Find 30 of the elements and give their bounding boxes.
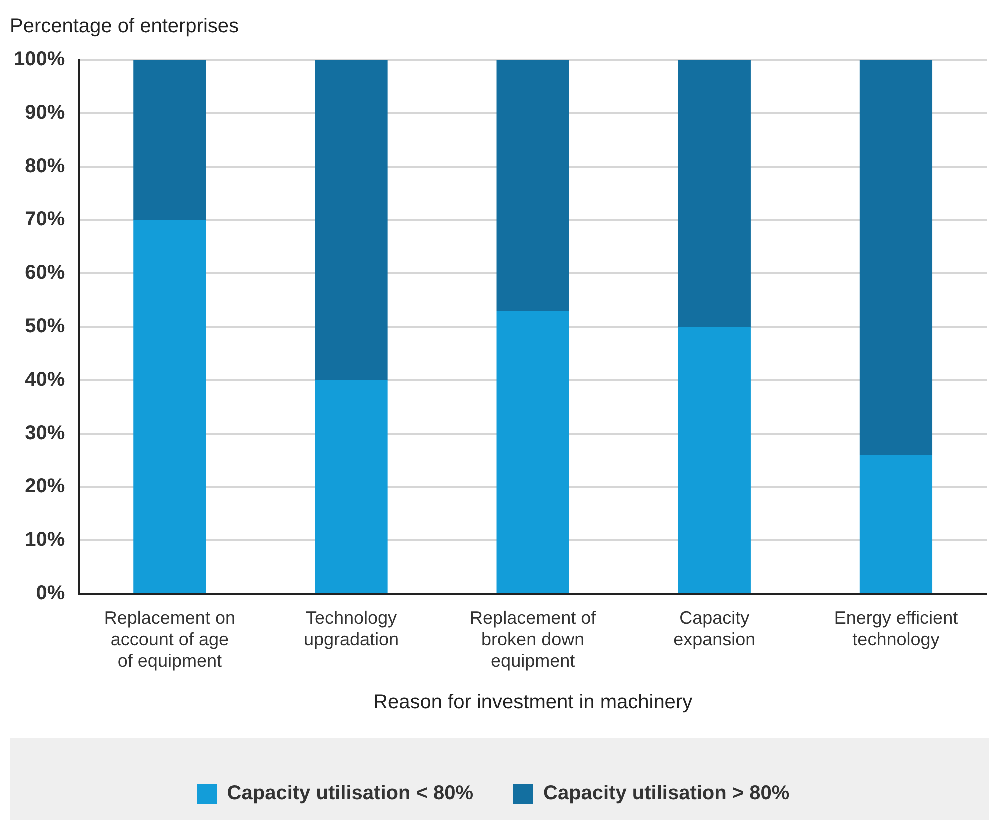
y-tick-label: 30% [25, 422, 66, 444]
y-tick-label: 0% [36, 582, 66, 605]
y-tick-label: 10% [25, 529, 66, 552]
y-tick-label: 80% [25, 155, 66, 178]
bar [678, 60, 751, 327]
legend-label: Capacity utilisation > 80% [544, 782, 790, 805]
y-tick-label: 40% [25, 368, 66, 391]
x-tick-label: Technology upgradation [304, 608, 400, 650]
x-tick-label: Replacement of broken down equipment [470, 608, 598, 671]
x-tick-label: Energy efficient technology [834, 608, 958, 650]
y-axis-title: Percentage of enterprises [10, 16, 240, 38]
bar [678, 327, 751, 593]
bar [315, 380, 388, 593]
bar [860, 455, 933, 593]
y-tick-label: 60% [25, 262, 66, 284]
x-tick-label: Replacement on account of age of equipment [104, 608, 236, 671]
bar [496, 310, 570, 593]
legend-label: Capacity utilisation < 80% [227, 782, 474, 805]
y-tick-label: 70% [25, 208, 66, 231]
bar [315, 60, 388, 380]
y-tick-label: 20% [25, 476, 66, 498]
y-tick-label: 90% [25, 102, 66, 124]
bar [496, 60, 570, 311]
x-axis-title: Reason for investment in machinery [374, 692, 693, 714]
bar [860, 60, 933, 456]
y-tick-label: 50% [25, 316, 66, 338]
bar [134, 60, 206, 220]
y-tick-label: 100% [14, 48, 66, 71]
bar [134, 220, 206, 593]
x-tick-label: Capacity expansion [674, 608, 756, 650]
